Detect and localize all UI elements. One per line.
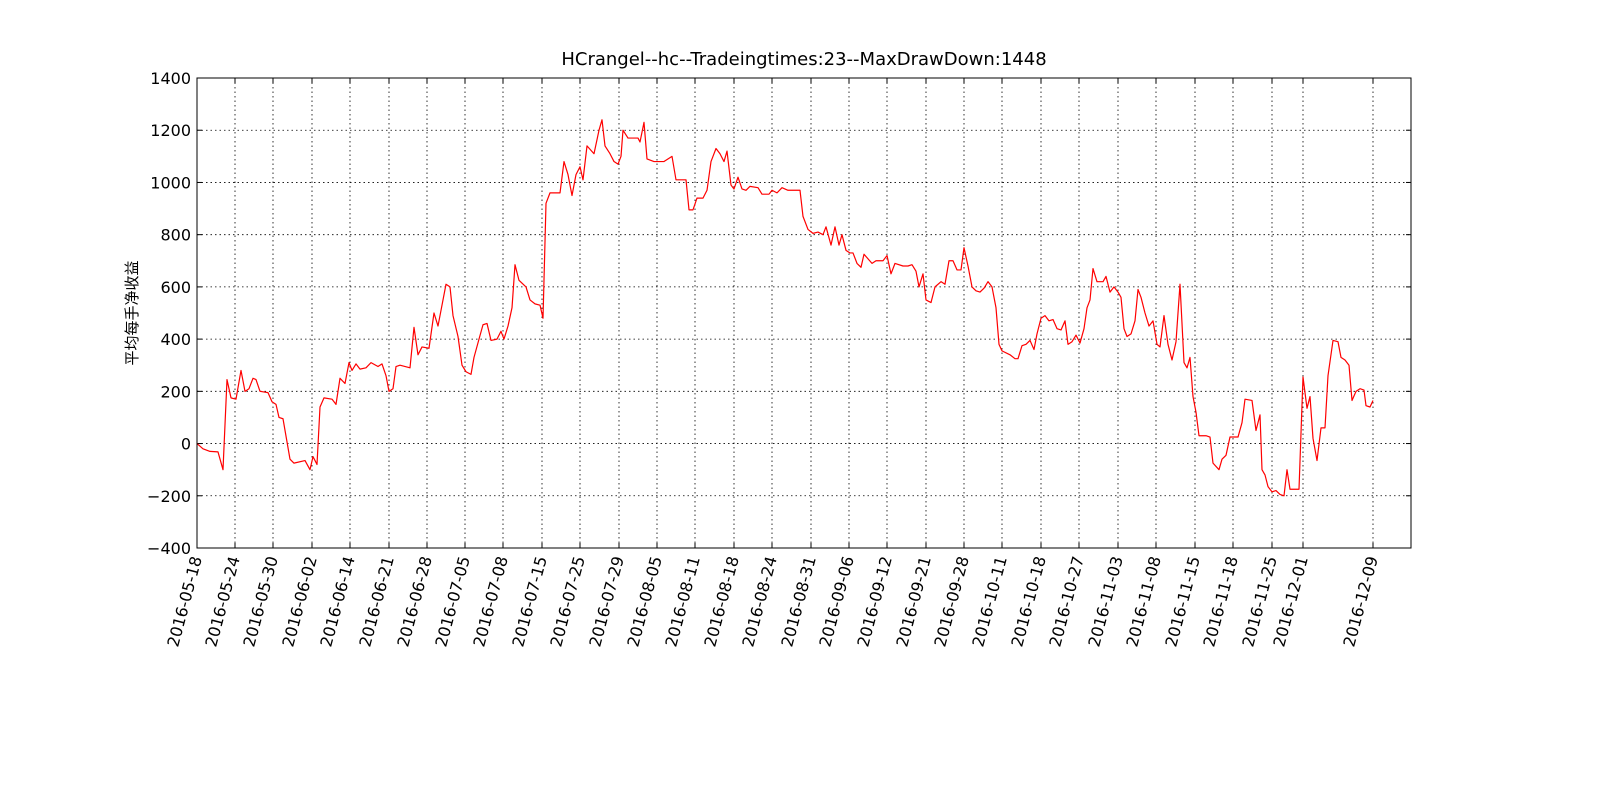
x-tick-label: 2016-12-09 [1339,554,1381,649]
y-tick-label: 1400 [150,69,191,88]
x-tick-label: 2016-08-24 [738,554,780,649]
y-tick-label: 1200 [150,121,191,140]
y-tick-label: 1000 [150,173,191,192]
y-tick-label: −400 [147,539,191,558]
x-tick-label: 2016-10-18 [1007,554,1049,649]
chart-title: HCrangel--hc--Tradeingtimes:23--MaxDrawD… [561,49,1046,70]
x-tick-label: 2016-11-03 [1084,554,1126,649]
x-tick-label: 2016-06-02 [278,554,320,649]
x-tick-label: 2016-08-31 [777,554,819,649]
x-tick-label: 2016-07-08 [469,554,511,649]
x-tick-label: 2016-11-15 [1161,554,1203,649]
x-tick-label: 2016-07-05 [431,554,473,649]
x-tick-label: 2016-11-08 [1122,554,1164,649]
x-tick-label: 2016-09-12 [853,554,895,649]
x-tick-label: 2016-07-15 [508,554,550,649]
y-tick-label: 0 [181,435,191,454]
plot-frame [196,77,1412,549]
x-tick-label: 2016-06-14 [316,554,358,649]
x-tick-label: 2016-10-27 [1045,554,1087,649]
x-tick-label: 2016-10-11 [968,554,1010,649]
y-tick-label: 600 [160,278,191,297]
x-tick-label: 2016-08-18 [700,554,742,649]
x-tick-label: 2016-11-18 [1199,554,1241,649]
y-tick-label: 200 [160,382,191,401]
x-tick-label: 2016-07-25 [546,554,588,649]
x-tick-label: 2016-09-06 [815,554,857,649]
x-tick-label: 2016-06-28 [393,554,435,649]
y-tick-label: −200 [147,487,191,506]
x-tick-label: 2016-07-29 [585,554,627,649]
y-tick-label: 400 [160,330,191,349]
y-axis-label: 平均每手净收益 [123,260,141,365]
x-tick-label: 2016-06-21 [355,554,397,649]
x-tick-label: 2016-09-28 [930,554,972,649]
x-tick-label: 2016-05-30 [239,554,281,649]
x-tick-label: 2016-08-11 [661,554,703,649]
x-tick-label: 2016-05-18 [163,554,205,649]
data-line [196,119,1374,497]
x-tick-label: 2016-05-24 [201,554,243,649]
x-tick-label: 2016-09-21 [892,554,934,649]
x-tick-label: 2016-08-05 [623,554,665,649]
y-tick-label: 800 [160,226,191,245]
